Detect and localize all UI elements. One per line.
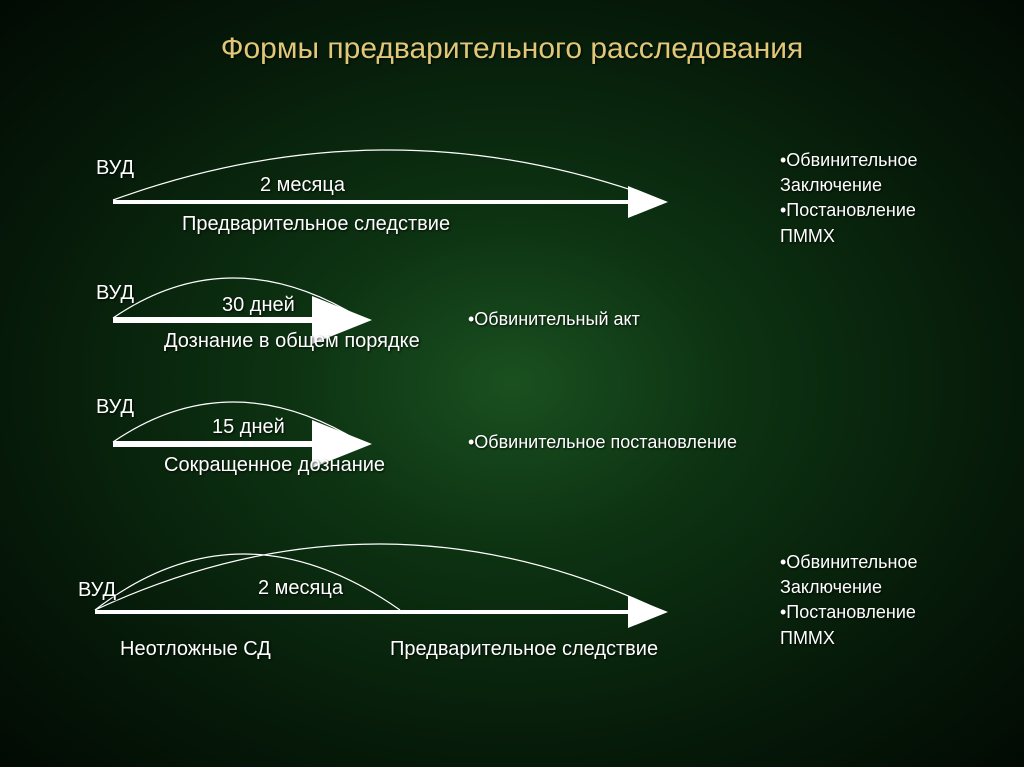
outcome-text: •Обвинительное Заключение •Постановление… [780, 148, 918, 249]
vud-label: ВУД [96, 157, 134, 180]
process-label: Неотложные СД [120, 638, 271, 661]
process-label-secondary: Предварительное следствие [390, 638, 658, 661]
duration-label: 2 месяца [260, 174, 345, 197]
process-label: Сокращенное дознание [164, 454, 385, 477]
vud-label: ВУД [78, 579, 116, 602]
vud-label: ВУД [96, 396, 134, 419]
process-label: Дознание в общем порядке [164, 330, 420, 353]
duration-label: 2 месяца [258, 577, 343, 600]
duration-label: 30 дней [222, 294, 295, 317]
duration-label: 15 дней [212, 416, 285, 439]
curve [95, 554, 400, 610]
curve [113, 150, 660, 200]
outcome-text: •Обвинительный акт [468, 307, 640, 332]
vud-label: ВУД [96, 282, 134, 305]
outcome-text: •Обвинительное Заключение •Постановление… [780, 550, 918, 651]
curve [95, 544, 660, 610]
outcome-text: •Обвинительное постановление [468, 430, 737, 455]
process-label: Предварительное следствие [182, 213, 450, 236]
